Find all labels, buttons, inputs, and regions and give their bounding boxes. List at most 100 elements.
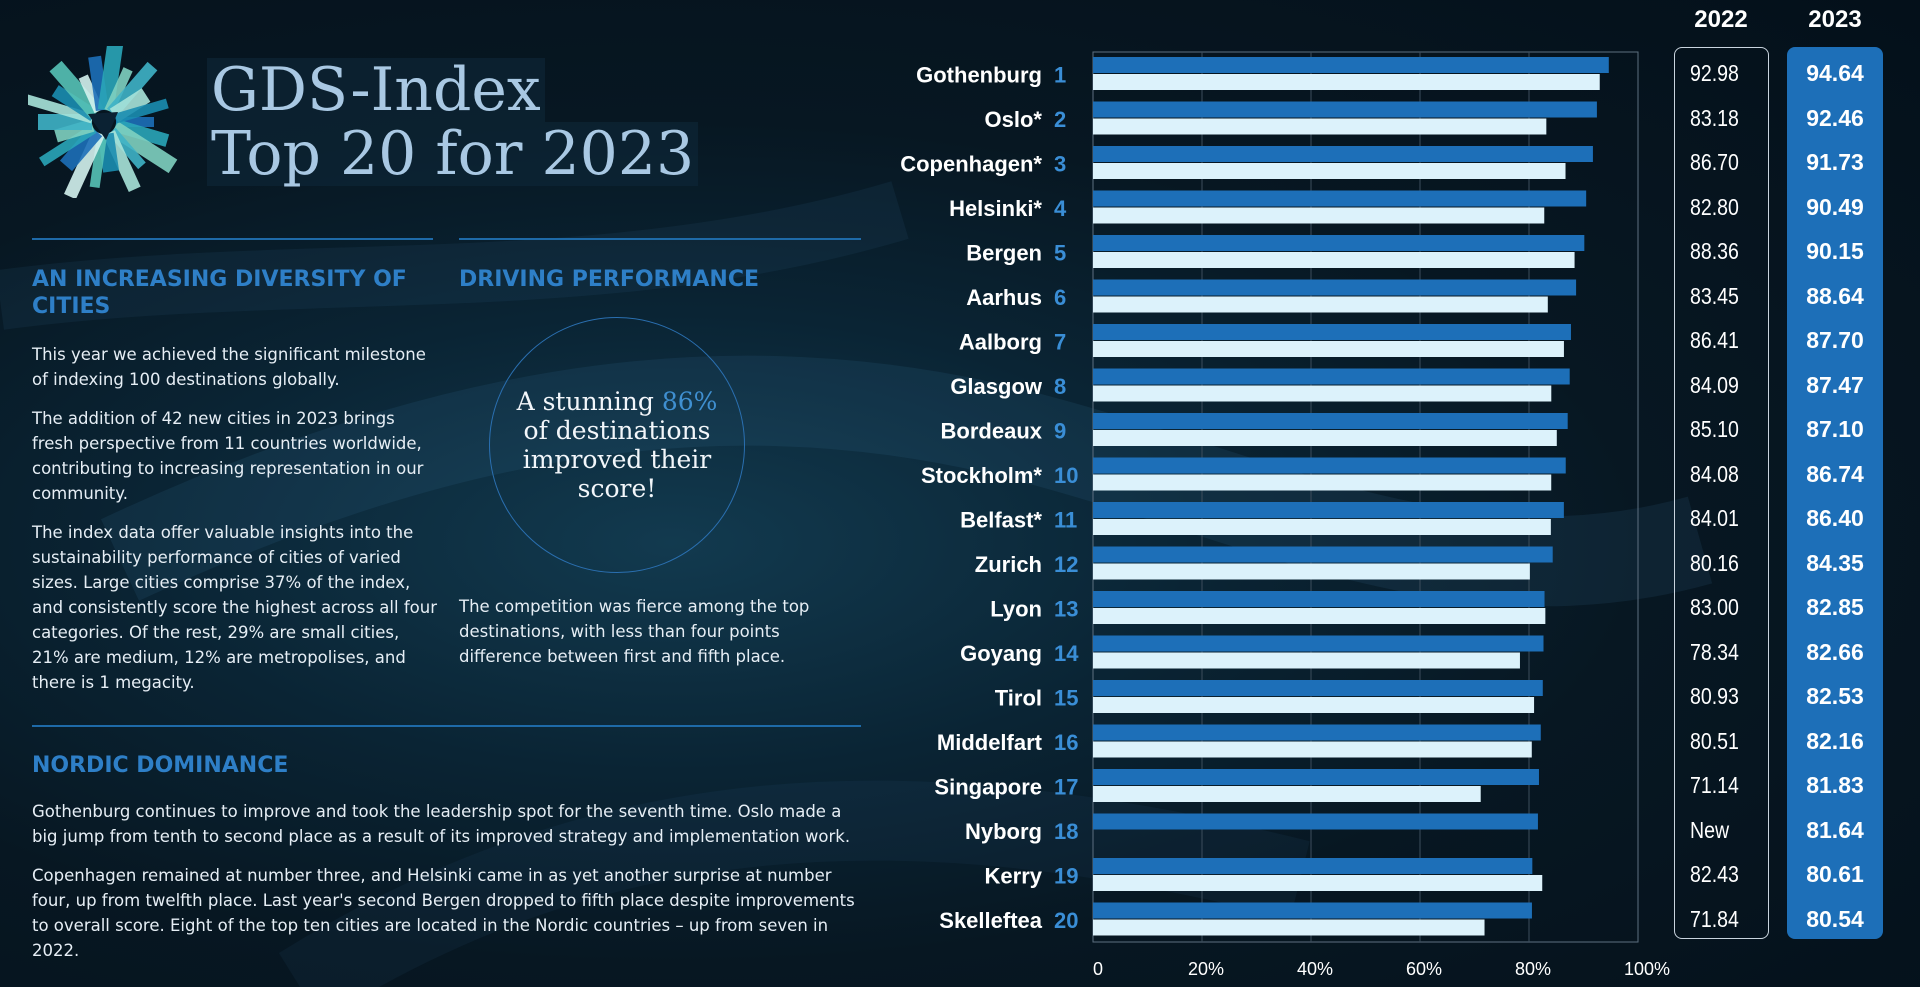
logo-ray — [114, 98, 169, 124]
rank-label: 13 — [1054, 596, 1078, 621]
x-tick-label: 80% — [1515, 959, 1551, 979]
logo-ray — [89, 133, 108, 189]
city-label: Bergen — [966, 240, 1042, 265]
score-2022: 86.41 — [1690, 327, 1739, 353]
score-2023: 87.70 — [1806, 327, 1864, 353]
score-2022: 84.08 — [1690, 460, 1739, 487]
bar-2023 — [1093, 591, 1545, 607]
score-2023: 82.53 — [1806, 683, 1864, 709]
score-2023: 87.47 — [1806, 371, 1864, 398]
city-label: Zurich — [975, 552, 1042, 577]
rank-label: 16 — [1054, 730, 1078, 755]
rank-label: 15 — [1054, 685, 1078, 710]
score-2022: 71.84 — [1690, 905, 1739, 932]
city-label: Aarhus — [966, 285, 1042, 310]
score-2022: New — [1690, 816, 1730, 843]
stat-circle-text: A stunning 86% of destinations improved … — [512, 387, 722, 503]
plot-frame — [1092, 51, 1639, 943]
rank-label: 7 — [1054, 329, 1066, 354]
x-tick-label: 20% — [1188, 959, 1224, 979]
rank-label: 5 — [1054, 240, 1066, 265]
rank-label: 6 — [1054, 285, 1066, 310]
score-2023: 82.66 — [1806, 638, 1864, 665]
title-line-2: Top 20 for 2023 — [207, 122, 699, 186]
bar-2023 — [1093, 902, 1532, 919]
performance-heading: DRIVING PERFORMANCE — [459, 267, 759, 292]
bar-2023 — [1093, 635, 1544, 652]
gds-logo — [28, 46, 178, 198]
score-2023: 91.73 — [1806, 149, 1864, 175]
city-label: Goyang — [960, 641, 1042, 666]
stat-highlight: 86% — [661, 387, 718, 416]
performance-text: The competition was fierce among the top… — [459, 597, 810, 666]
diversity-paragraph-1: This year we achieved the significant mi… — [32, 345, 426, 389]
divider-bottom — [32, 725, 861, 727]
logo-ray — [64, 130, 105, 198]
bar-2023 — [1093, 858, 1533, 874]
city-label: Singapore — [934, 774, 1042, 799]
city-label: Middelfart — [937, 730, 1043, 755]
rank-label: 17 — [1054, 774, 1078, 799]
score-2022: 83.00 — [1690, 594, 1739, 620]
score-2023: 82.16 — [1806, 727, 1864, 754]
diversity-heading: AN INCREASING DIVERSITY OF CITIES — [32, 267, 407, 319]
bar-2023 — [1093, 457, 1566, 474]
bar-2023 — [1093, 279, 1577, 296]
score-2023: 92.46 — [1806, 104, 1864, 131]
bar-2022 — [1093, 786, 1481, 802]
divider-left — [32, 238, 433, 240]
bar-2022 — [1093, 741, 1532, 758]
bar-2022 — [1093, 519, 1551, 535]
rank-label: 20 — [1054, 908, 1078, 933]
score-2022: 80.51 — [1690, 727, 1739, 754]
bar-2023 — [1093, 368, 1570, 385]
city-label: Helsinki* — [949, 196, 1042, 221]
score-2023: 87.10 — [1806, 416, 1864, 442]
bar-2022 — [1093, 296, 1548, 313]
stat-prefix: A stunning — [516, 387, 662, 416]
score-2023: 94.64 — [1806, 60, 1864, 86]
stat-suffix: of destinations improved their score! — [522, 416, 712, 503]
logo-ray — [49, 60, 103, 119]
city-label: Glasgow — [950, 374, 1043, 399]
score-2022: 82.80 — [1690, 193, 1739, 220]
bar-2023 — [1093, 769, 1539, 785]
city-label: Lyon — [990, 596, 1042, 621]
nordic-text: Gothenburg continues to improve and took… — [32, 799, 862, 977]
city-label: Stockholm* — [921, 463, 1042, 488]
city-label: Kerry — [985, 863, 1043, 888]
logo-ray — [104, 67, 133, 114]
bar-2022 — [1093, 207, 1545, 224]
city-label: Skelleftea — [939, 908, 1042, 933]
bar-2022 — [1093, 252, 1575, 268]
bar-2023 — [1093, 101, 1597, 118]
scores-2023-column — [1787, 47, 1883, 939]
city-label: Tirol — [995, 685, 1042, 710]
logo-ray — [109, 121, 178, 174]
bar-2022 — [1093, 919, 1485, 936]
score-2022: 88.36 — [1690, 238, 1739, 264]
logo-ray — [28, 94, 94, 124]
stat-circle: A stunning 86% of destinations improved … — [489, 317, 745, 573]
score-2022: 85.10 — [1690, 416, 1739, 442]
bar-2022 — [1093, 163, 1566, 179]
bar-2022 — [1093, 118, 1547, 135]
bar-2023 — [1093, 146, 1593, 162]
city-label: Bordeaux — [941, 418, 1043, 443]
bar-2023 — [1093, 190, 1587, 207]
column-header-2022: 2022 — [1694, 6, 1748, 33]
nordic-paragraph-2: Copenhagen remained at number three, and… — [32, 866, 855, 960]
bar-2023 — [1093, 413, 1568, 429]
score-2023: 80.54 — [1806, 905, 1864, 932]
rank-label: 14 — [1054, 641, 1079, 666]
x-tick-label: 0 — [1093, 959, 1103, 979]
bar-2023 — [1093, 57, 1609, 73]
city-label: Nyborg — [965, 819, 1042, 844]
diversity-paragraph-2: The addition of 42 new cities in 2023 br… — [32, 409, 424, 503]
bar-2022 — [1093, 74, 1600, 90]
rank-label: 9 — [1054, 418, 1066, 443]
x-tick-label: 60% — [1406, 959, 1442, 979]
score-2023: 82.85 — [1806, 594, 1864, 620]
title-line-1: GDS-Index — [207, 58, 545, 122]
bar-2022 — [1093, 652, 1520, 669]
